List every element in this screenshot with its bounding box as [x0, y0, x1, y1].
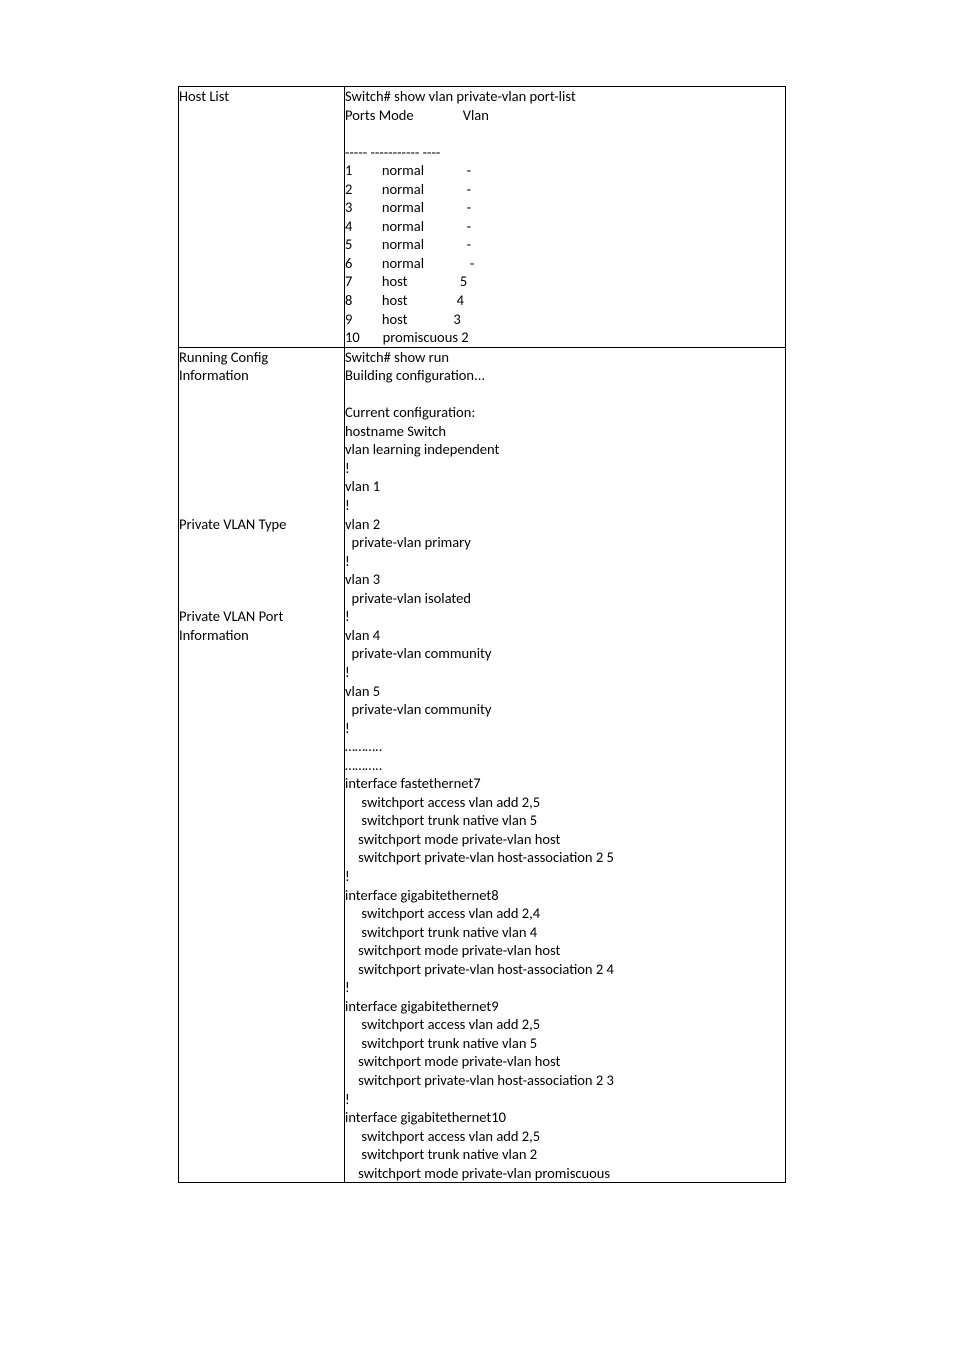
row1-label-cell: Host List	[179, 87, 345, 348]
spacer	[179, 533, 344, 607]
page: Host List Switch# show vlan private-vlan…	[0, 0, 954, 1350]
row2-label-cell: Running Config Information Private VLAN …	[179, 347, 345, 1183]
private-vlan-port-label: Private VLAN Port Information	[179, 607, 344, 644]
spacer	[179, 385, 344, 515]
running-config-content: Switch# show run Building configuration.…	[345, 348, 785, 1183]
config-table: Host List Switch# show vlan private-vlan…	[178, 86, 786, 1183]
row2-labels: Running Config Information Private VLAN …	[179, 348, 344, 645]
table-row: Running Config Information Private VLAN …	[179, 347, 786, 1183]
private-vlan-type-label: Private VLAN Type	[179, 515, 344, 534]
table-row: Host List Switch# show vlan private-vlan…	[179, 87, 786, 348]
host-list-label: Host List	[179, 87, 344, 106]
row2-content-cell: Switch# show run Building configuration.…	[345, 347, 786, 1183]
running-config-label: Running Config Information	[179, 348, 344, 385]
row1-content-cell: Switch# show vlan private-vlan port-list…	[345, 87, 786, 348]
host-list-content: Switch# show vlan private-vlan port-list…	[345, 87, 785, 347]
